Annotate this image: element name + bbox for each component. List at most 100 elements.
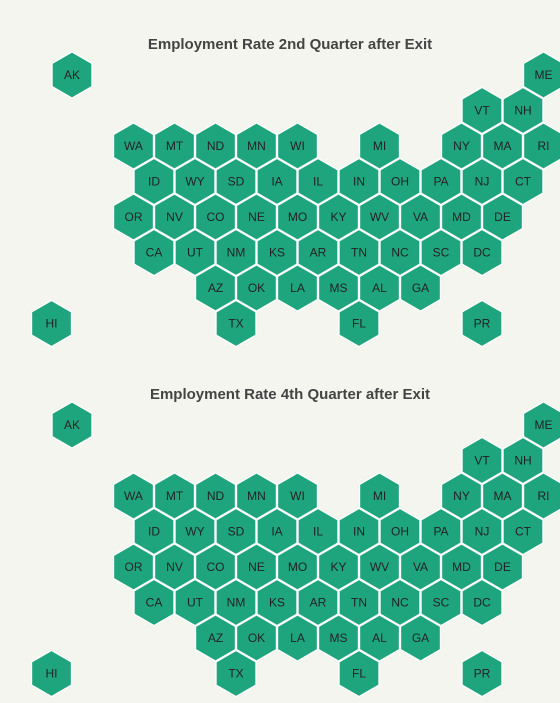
state-label: OK [248, 281, 265, 295]
state-hex [317, 614, 360, 662]
state-hex [440, 122, 483, 170]
state-label: NC [391, 246, 409, 260]
state-label: WV [370, 560, 389, 574]
state-hex [51, 401, 93, 449]
state-hex [215, 299, 257, 348]
state-hex [297, 578, 339, 627]
state-tile-ar: AR [297, 578, 339, 627]
state-tile-fl: FL [338, 649, 380, 698]
state-label: UT [187, 596, 204, 610]
state-tile-ms: MS [317, 614, 360, 662]
state-tile-ca: CA [133, 578, 175, 627]
state-hex [174, 578, 216, 627]
state-tile-ne: NE [235, 193, 278, 241]
state-tile-va: VA [399, 193, 442, 241]
state-tile-pr: PR [461, 649, 503, 698]
state-hex [420, 157, 462, 206]
state-label: MN [247, 489, 266, 503]
state-hex [174, 507, 216, 556]
state-hex [153, 543, 196, 591]
state-label: SC [433, 596, 450, 610]
state-label: VA [413, 210, 428, 224]
state-label: SD [228, 175, 245, 189]
state-tile-nd: ND [194, 472, 237, 520]
state-hex [194, 614, 237, 662]
state-label: GA [412, 631, 429, 645]
state-tile-wy: WY [174, 507, 216, 556]
hex-map: AK ME VT NH WA MT ND MN WI MI NY MA RI ID WY SD IA IL IN OH… [30, 401, 560, 698]
state-hex [481, 122, 524, 170]
state-label: PR [474, 317, 491, 331]
state-label: WI [290, 489, 305, 503]
state-tile-ia: IA [256, 157, 298, 206]
state-tile-ny: NY [440, 472, 483, 520]
state-hex [461, 507, 503, 556]
state-tile-az: AZ [194, 614, 237, 662]
state-label: OR [125, 560, 143, 574]
state-hex [256, 507, 298, 556]
state-hex [481, 472, 524, 520]
state-tile-ri: RI [522, 122, 560, 170]
state-hex [338, 157, 380, 206]
state-hex [153, 122, 196, 170]
state-hex [215, 578, 257, 627]
state-label: NE [248, 210, 265, 224]
state-tile-sd: SD [215, 507, 257, 556]
state-label: OK [248, 631, 265, 645]
state-label: OH [391, 175, 409, 189]
state-tile-ne: NE [235, 543, 278, 591]
state-tile-co: CO [194, 543, 237, 591]
state-label: NJ [475, 525, 490, 539]
state-tile-pa: PA [420, 157, 462, 206]
state-hex [522, 401, 560, 449]
state-tile-nc: NC [379, 228, 421, 277]
state-tile-ny: NY [440, 122, 483, 170]
state-hex [215, 507, 257, 556]
state-label: WY [185, 525, 204, 539]
state-label: KS [269, 596, 285, 610]
state-tile-ms: MS [317, 264, 360, 312]
state-hex [502, 507, 544, 556]
state-hex [338, 299, 380, 348]
state-tile-dc: DC [461, 228, 503, 277]
state-hex [358, 193, 401, 241]
state-label: WA [124, 139, 143, 153]
state-hex [235, 472, 278, 520]
state-label: WY [185, 175, 204, 189]
state-label: NE [248, 560, 265, 574]
state-hex [461, 436, 503, 485]
state-tile-nj: NJ [461, 507, 503, 556]
state-tile-tx: TX [215, 649, 257, 698]
state-hex [215, 228, 257, 277]
state-tile-mt: MT [153, 122, 196, 170]
state-hex [235, 543, 278, 591]
state-tile-de: DE [481, 543, 524, 591]
state-hex [194, 472, 237, 520]
map-title: Employment Rate 2nd Quarter after Exit [147, 36, 433, 53]
state-hex [440, 543, 483, 591]
state-tile-pr: PR [461, 299, 503, 348]
state-tile-mi: MI [358, 472, 401, 520]
state-label: MN [247, 139, 266, 153]
state-tile-wa: WA [112, 472, 155, 520]
state-label: RI [538, 139, 550, 153]
state-label: NM [227, 596, 246, 610]
state-label: TX [228, 667, 243, 681]
state-tile-wy: WY [174, 157, 216, 206]
state-label: TN [351, 596, 367, 610]
state-label: MI [373, 139, 386, 153]
state-tile-wa: WA [112, 122, 155, 170]
state-hex [420, 578, 462, 627]
state-label: KY [330, 560, 346, 574]
state-hex [235, 264, 278, 312]
state-hex [256, 228, 298, 277]
state-label: CT [515, 175, 532, 189]
state-hex [297, 507, 339, 556]
state-label: IN [353, 175, 365, 189]
state-label: NV [166, 560, 183, 574]
state-tile-ky: KY [317, 193, 360, 241]
state-hex [399, 614, 442, 662]
state-label: CT [515, 525, 532, 539]
state-tile-az: AZ [194, 264, 237, 312]
state-tile-tx: TX [215, 299, 257, 348]
